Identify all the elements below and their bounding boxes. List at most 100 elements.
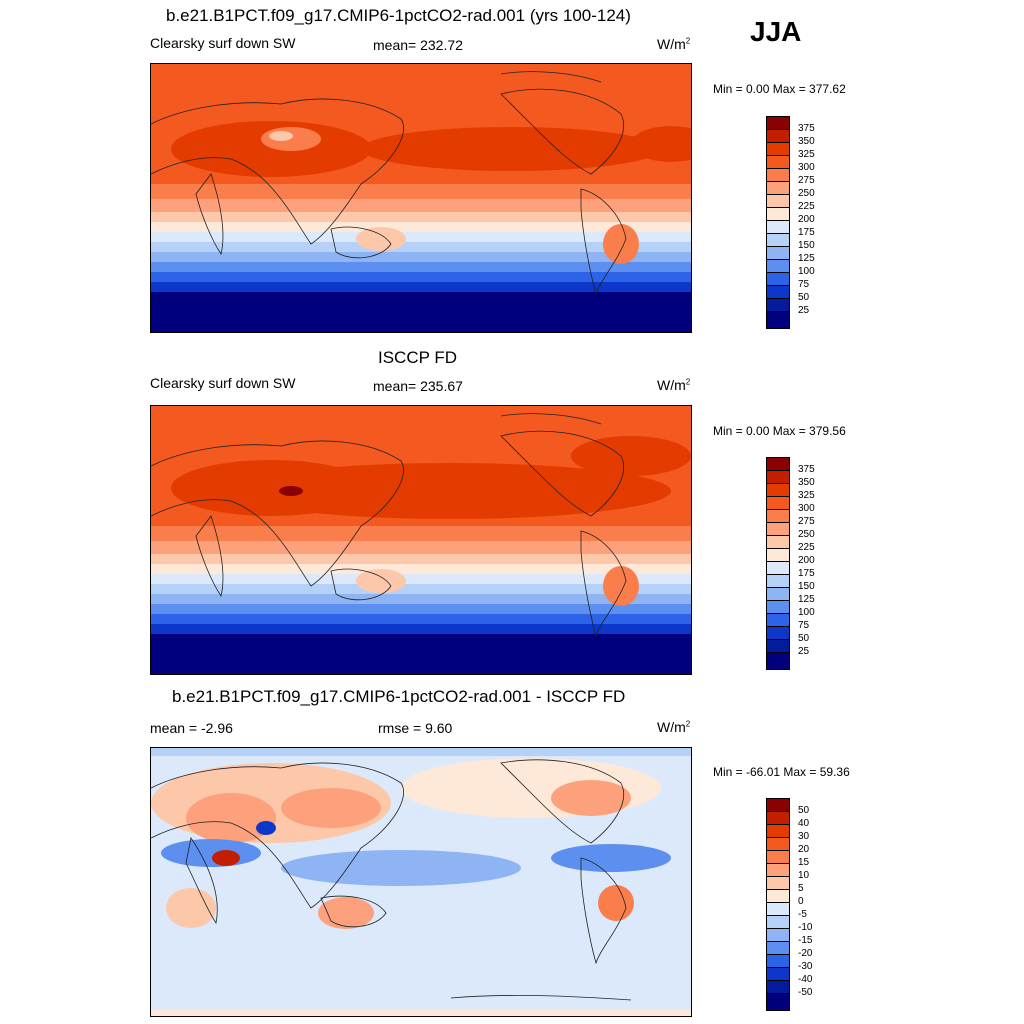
panel1-colorbar-label: 150 xyxy=(798,240,815,251)
panel2-colorbar-label: 150 xyxy=(798,581,815,592)
panel2-title: ISCCP FD xyxy=(378,348,458,367)
panel3-colorbar-label: -15 xyxy=(798,935,813,946)
panel2-colorbar-label: 200 xyxy=(798,555,815,566)
panel3-colorbar-label: -40 xyxy=(798,974,813,985)
panel3-swatch-11 xyxy=(766,928,790,942)
panel3-swatch-15 xyxy=(766,980,790,994)
panel2-map xyxy=(150,405,692,675)
panel1-swatch-10 xyxy=(766,233,790,247)
panel3-rmse-label: rmse = 9.60 xyxy=(378,720,453,736)
panel3-colorbar-label: 15 xyxy=(798,857,810,868)
panel3-swatch-6 xyxy=(766,863,790,877)
panel2-swatch-11 xyxy=(766,587,790,601)
panel3-swatch-4 xyxy=(766,837,790,851)
panel1-swatch-8 xyxy=(766,207,790,221)
panel3-swatch-16 xyxy=(766,993,790,1011)
panel1-title: b.e21.B1PCT.f09_g17.CMIP6-1pctCO2-rad.00… xyxy=(166,6,631,25)
panel2-colorbar-label: 250 xyxy=(798,529,815,540)
panel2-colorbar-label: 125 xyxy=(798,594,815,605)
panel2-swatch-16 xyxy=(766,652,790,670)
panel2-colorbar-label: 275 xyxy=(798,516,815,527)
panel3-swatch-13 xyxy=(766,954,790,968)
panel2-swatch-9 xyxy=(766,561,790,575)
panel1-units: W/m2 xyxy=(657,36,691,52)
panel2-colorbar-label: 100 xyxy=(798,607,815,618)
panel3-swatch-14 xyxy=(766,967,790,981)
panel2-field xyxy=(151,406,691,674)
panel3-swatch-5 xyxy=(766,850,790,864)
panel2-colorbar-label: 325 xyxy=(798,490,815,501)
panel2-variable-label: Clearsky surf down SW xyxy=(150,375,296,391)
panel3-swatch-1 xyxy=(766,798,790,812)
panel2-swatch-5 xyxy=(766,509,790,523)
panel1-swatch-12 xyxy=(766,259,790,273)
panel2-swatch-13 xyxy=(766,613,790,627)
panel1-colorbar-label: 300 xyxy=(798,162,815,173)
season-label: JJA xyxy=(750,16,802,47)
panel3-colorbar-label: -10 xyxy=(798,922,813,933)
panel3-swatch-12 xyxy=(766,941,790,955)
panel2-swatch-7 xyxy=(766,535,790,549)
panel2-swatch-8 xyxy=(766,548,790,562)
panel1-colorbar-label: 75 xyxy=(798,279,810,290)
panel1-variable-label: Clearsky surf down SW xyxy=(150,35,296,51)
panel3-colorbar-label: -5 xyxy=(798,909,807,920)
panel2-minmax: Min = 0.00 Max = 379.56 xyxy=(713,424,846,438)
panel1-swatch-11 xyxy=(766,246,790,260)
panel2-colorbar: 375 350 325 300 275 250 225 200 175 150 … xyxy=(766,457,815,670)
panel1-minmax: Min = 0.00 Max = 377.62 xyxy=(713,82,846,96)
panel2-swatch-3 xyxy=(766,483,790,497)
panel3-swatch-10 xyxy=(766,915,790,929)
panel3-colorbar: 50 40 30 20 15 10 5 0 -5 -10 -15 -20 -30… xyxy=(766,798,812,1011)
panel1-swatch-16 xyxy=(766,311,790,329)
panel3-colorbar-label: 0 xyxy=(798,896,804,907)
panel1-mean-label: mean= 232.72 xyxy=(373,37,463,53)
panel2-swatch-4 xyxy=(766,496,790,510)
panel1-swatch-2 xyxy=(766,129,790,143)
panel3-colorbar-label: -20 xyxy=(798,948,813,959)
panel3-colorbar-label: 20 xyxy=(798,844,810,855)
panel1-colorbar-label: 50 xyxy=(798,292,810,303)
panel1-swatch-13 xyxy=(766,272,790,286)
panel2-swatch-10 xyxy=(766,574,790,588)
panel1-colorbar-label: 375 xyxy=(798,123,815,134)
panel3-map xyxy=(150,747,692,1017)
panel2-swatch-15 xyxy=(766,639,790,653)
panel1-colorbar-label: 25 xyxy=(798,305,810,316)
panel3-swatch-9 xyxy=(766,902,790,916)
panel3-colorbar-label: 30 xyxy=(798,831,810,842)
panel1-swatch-1 xyxy=(766,116,790,130)
panel3-mean-label: mean = -2.96 xyxy=(150,720,233,736)
panel1-swatch-14 xyxy=(766,285,790,299)
panel1-swatch-6 xyxy=(766,181,790,195)
panel3-colorbar-label: 5 xyxy=(798,883,804,894)
panel3-swatch-3 xyxy=(766,824,790,838)
panel3-colorbar-label: 40 xyxy=(798,818,810,829)
panel3-swatch-2 xyxy=(766,811,790,825)
panel3-colorbar-label: -30 xyxy=(798,961,813,972)
panel3-swatch-7 xyxy=(766,876,790,890)
panel2-units: W/m2 xyxy=(657,377,691,393)
panel3-units: W/m2 xyxy=(657,719,691,735)
panel1-colorbar-label: 275 xyxy=(798,175,815,186)
panel2-colorbar-label: 225 xyxy=(798,542,815,553)
panel1-swatch-9 xyxy=(766,220,790,234)
panel1-swatch-4 xyxy=(766,155,790,169)
panel3-field xyxy=(151,748,691,1016)
panel3-title: b.e21.B1PCT.f09_g17.CMIP6-1pctCO2-rad.00… xyxy=(172,687,626,706)
panel2-colorbar-label: 300 xyxy=(798,503,815,514)
panel2-swatch-6 xyxy=(766,522,790,536)
panel1-colorbar: 375 350 325 300 275 250 225 200 175 150 … xyxy=(766,116,815,329)
panel2-colorbar-label: 25 xyxy=(798,646,810,657)
panel2-colorbar-label: 175 xyxy=(798,568,815,579)
panel1-colorbar-label: 100 xyxy=(798,266,815,277)
panel2-swatch-12 xyxy=(766,600,790,614)
panel3-minmax: Min = -66.01 Max = 59.36 xyxy=(713,765,850,779)
panel2-swatch-1 xyxy=(766,457,790,471)
panel1-swatch-3 xyxy=(766,142,790,156)
panel1-colorbar-label: 125 xyxy=(798,253,815,264)
panel2-swatch-2 xyxy=(766,470,790,484)
panel2-colorbar-label: 350 xyxy=(798,477,815,488)
panel1-swatch-7 xyxy=(766,194,790,208)
panel1-swatch-15 xyxy=(766,298,790,312)
